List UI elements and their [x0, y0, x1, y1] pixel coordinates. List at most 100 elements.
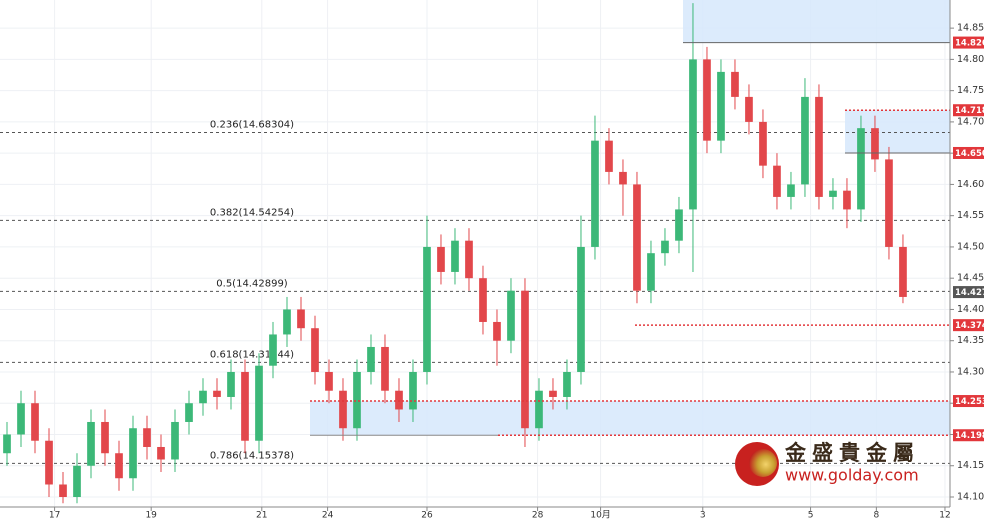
- candle-body: [647, 253, 655, 291]
- y-tick-label: 14.750: [957, 85, 984, 96]
- candle-body: [59, 484, 67, 497]
- level-tag: [953, 36, 984, 49]
- candle-body: [577, 246, 585, 372]
- candle-body: [633, 184, 641, 291]
- candle-body: [899, 246, 907, 297]
- candle-body: [283, 309, 291, 335]
- y-tick-label: 14.850: [957, 23, 984, 34]
- level-label: 14.3749: [955, 321, 984, 331]
- level-label: 14.7187: [955, 106, 984, 116]
- x-tick-label: 21: [256, 511, 267, 520]
- candle-body: [395, 390, 403, 410]
- candle-body: [325, 371, 333, 391]
- axis-panel: [950, 0, 984, 520]
- x-tick-label: 10月: [590, 510, 610, 520]
- zone: [310, 401, 950, 436]
- x-tick-label: 26: [421, 511, 433, 520]
- candle-body: [269, 334, 277, 366]
- level-label: 14.2535: [955, 397, 984, 407]
- candle-body: [549, 390, 557, 397]
- x-tick-label: 19: [145, 511, 157, 520]
- x-tick-label: 24: [322, 511, 334, 520]
- candle-body: [437, 246, 445, 272]
- x-tick-label: 17: [49, 511, 60, 520]
- logo-name: 金盛貴金屬: [784, 441, 920, 465]
- candle-body: [689, 59, 697, 210]
- y-tick-label: 14.450: [957, 273, 984, 284]
- candle-body: [731, 71, 739, 97]
- candle-body: [87, 421, 95, 466]
- candle-body: [465, 240, 473, 279]
- candle-body: [507, 290, 515, 341]
- candle-body: [17, 403, 25, 435]
- candle-body: [381, 346, 389, 391]
- logo-url: www.golday.com: [785, 466, 919, 485]
- y-tick-label: 14.100: [957, 491, 984, 502]
- candle-body: [3, 434, 11, 454]
- candle-body: [199, 390, 207, 404]
- level-tag: [953, 319, 984, 332]
- candle-body: [815, 96, 823, 197]
- fib-label: 0.236(14.68304): [210, 120, 294, 131]
- candle-body: [829, 190, 837, 197]
- candle-body: [143, 428, 151, 447]
- candle-body: [339, 390, 347, 429]
- candle-body: [115, 453, 123, 479]
- level-label: 14.6503: [955, 149, 984, 159]
- candle-body: [619, 171, 627, 185]
- level-label: 14.8269: [955, 39, 984, 49]
- x-tick-label: 8: [873, 511, 879, 520]
- candle-body: [451, 240, 459, 272]
- candle-body: [773, 165, 781, 197]
- candle-body: [73, 465, 81, 497]
- x-tick-label: 5: [808, 511, 814, 520]
- fib-label: 0.618(14.31544): [210, 349, 294, 360]
- candle-body: [409, 371, 417, 410]
- candle-body: [297, 309, 305, 329]
- level-tag: [953, 146, 984, 159]
- candle-body: [759, 121, 767, 166]
- fib-label: 0.786(14.15378): [210, 450, 294, 461]
- y-tick-label: 14.400: [957, 304, 984, 315]
- level-tag: [953, 286, 984, 299]
- candle-body: [227, 371, 235, 397]
- level-label: 14.4278: [955, 288, 984, 298]
- level-tag: [953, 429, 984, 442]
- level-tag: [953, 104, 984, 117]
- zone: [683, 0, 950, 43]
- candle-body: [801, 96, 809, 185]
- level-label: 14.1988: [955, 431, 984, 441]
- x-tick-label: 28: [532, 511, 544, 520]
- y-tick-label: 14.300: [957, 366, 984, 377]
- candle-body: [311, 328, 319, 372]
- candle-body: [185, 403, 193, 422]
- x-tick-label: 3: [700, 511, 706, 520]
- candle-body: [885, 159, 893, 247]
- candle-body: [45, 440, 53, 485]
- candle-body: [591, 140, 599, 247]
- y-tick-label: 14.600: [957, 179, 984, 190]
- candle-body: [675, 209, 683, 241]
- candle-body: [101, 421, 109, 454]
- candle-body: [535, 390, 543, 429]
- candle-body: [171, 421, 179, 460]
- candle-body: [857, 128, 865, 210]
- y-tick-label: 14.500: [957, 241, 984, 252]
- y-tick-label: 14.800: [957, 54, 984, 65]
- candle-body: [255, 365, 263, 441]
- candle-body: [493, 321, 501, 341]
- candle-body: [213, 390, 221, 397]
- candle-body: [129, 428, 137, 479]
- candle-body: [563, 371, 571, 397]
- candle-body: [703, 59, 711, 141]
- candle-body: [787, 184, 795, 197]
- x-tick-label: 12: [939, 511, 950, 520]
- candle-body: [871, 128, 879, 160]
- candle-body: [521, 290, 529, 429]
- y-tick-label: 14.700: [957, 116, 984, 127]
- candle-body: [479, 278, 487, 322]
- candle-body: [843, 190, 851, 210]
- candle-body: [367, 346, 375, 372]
